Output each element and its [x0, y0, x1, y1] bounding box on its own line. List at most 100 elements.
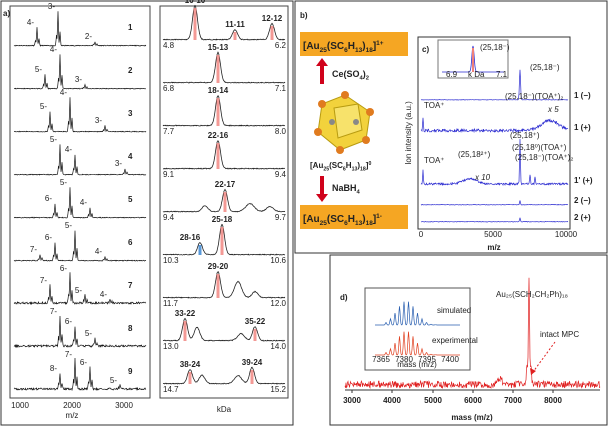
- formula: Ce(SO4)2: [332, 69, 370, 82]
- formula-part: 0: [368, 161, 371, 167]
- peak-label: 12-12: [262, 14, 283, 23]
- formula-part: 25: [323, 166, 329, 172]
- formula-part: H: [348, 214, 355, 225]
- formula-part: 18: [366, 220, 374, 227]
- peak-label: 5-: [50, 135, 57, 144]
- inset-label: simulated: [437, 306, 471, 315]
- peak-highlight: [216, 274, 220, 298]
- formula-part: NaBH: [332, 183, 357, 193]
- formula-part: 25: [320, 47, 328, 54]
- peak-label: 5-: [110, 376, 117, 385]
- peak-label: 3-: [48, 2, 55, 11]
- row-label: 9: [128, 367, 133, 376]
- peak-label: 10-10: [185, 0, 206, 5]
- peak-label: 29-20: [208, 262, 229, 271]
- spectrum: [13, 187, 147, 219]
- spectrum: [162, 317, 286, 342]
- inset-label: (25,18⁻): [480, 43, 510, 52]
- peak-highlight: [216, 55, 220, 83]
- x-tick-label: 1000: [11, 401, 29, 410]
- spectrum: [420, 217, 569, 223]
- formula-part: 25: [320, 220, 328, 227]
- peak-highlight: [472, 48, 474, 72]
- row-label: 7: [128, 281, 133, 290]
- inset-label: experimental: [432, 336, 478, 345]
- peak-label: 5-: [40, 102, 47, 111]
- range-max: 6.2: [275, 41, 287, 50]
- formula-part: 6: [344, 47, 348, 54]
- row-label: 1 (+): [574, 123, 591, 132]
- row-label: 1' (+): [574, 176, 593, 185]
- peak-highlight: [193, 8, 197, 40]
- panel-d-frame: [329, 254, 608, 426]
- annotation: (25,18⁻)(TOA⁺)₂: [505, 92, 564, 101]
- peak-label: 5-: [65, 221, 72, 230]
- panel-label: b): [300, 11, 308, 20]
- formula-part: [Au: [310, 161, 323, 170]
- formula-part: 4: [357, 190, 361, 196]
- formula: [Au25(SC6H13)18]1+: [303, 40, 384, 54]
- range-max: 10.6: [270, 256, 286, 265]
- spectrum: [162, 223, 286, 256]
- range-max: 12.0: [270, 299, 286, 308]
- row-label: 6: [128, 238, 133, 247]
- x-tick-label: 0: [419, 230, 424, 239]
- spectrum: [162, 4, 286, 41]
- range-min: 9.4: [163, 213, 175, 222]
- annotation: intact MPC: [540, 330, 579, 339]
- peak-label: 5-: [75, 286, 82, 295]
- range-min: 4.8: [163, 41, 175, 50]
- panel-label: d): [340, 293, 348, 302]
- formula-part: (SC: [327, 41, 344, 52]
- row-label: 5: [128, 195, 133, 204]
- formula-part: ]: [373, 41, 376, 52]
- peak-label: 22-17: [215, 180, 236, 189]
- row-label: 4: [128, 152, 133, 161]
- formula-box: [300, 205, 408, 229]
- x-tick-label: 3000: [115, 401, 133, 410]
- arrow-head: [530, 368, 536, 375]
- peak-label: 4-: [27, 18, 34, 27]
- row-label: 1 (−): [574, 91, 591, 100]
- x-axis-label: m/z: [66, 411, 79, 420]
- peak-label: 6-: [60, 264, 67, 273]
- formula-part: ): [357, 161, 360, 170]
- formula-part: H: [346, 161, 352, 170]
- peak-label: 4-: [50, 45, 57, 54]
- peak-label: 7-: [40, 276, 47, 285]
- spectrum: [162, 95, 286, 127]
- peak-highlight: [233, 32, 237, 40]
- peak-label: 6-: [45, 233, 52, 242]
- x-tick-label: 8000: [544, 396, 562, 405]
- formula-part: [Au: [303, 41, 320, 52]
- peak-label: 35-22: [245, 317, 266, 326]
- formula-part: 1+: [376, 40, 384, 47]
- x-tick-label: 2000: [63, 401, 81, 410]
- peak-label: 5-: [60, 178, 67, 187]
- x-tick-label: 3000: [343, 396, 361, 405]
- spectrum: [162, 366, 286, 385]
- peak-label: 4-: [65, 145, 72, 154]
- spectrum: [13, 230, 147, 262]
- x-tick-label: 10000: [555, 230, 578, 239]
- arrow-head: [316, 194, 328, 202]
- peak-label: 7-: [50, 307, 57, 316]
- range-min: 11.7: [163, 299, 179, 308]
- spectrum: [13, 11, 147, 47]
- row-label: 1: [128, 23, 133, 32]
- formula-part: (SC: [327, 214, 344, 225]
- peak-label: 18-14: [208, 86, 229, 95]
- formula-part: ): [362, 41, 365, 52]
- formula-part: ]: [366, 161, 369, 170]
- spectrum: [420, 200, 569, 206]
- spectrum: [13, 144, 147, 176]
- panel-a-left-frame: [9, 5, 151, 399]
- formula-box: [300, 32, 408, 56]
- spectrum: [420, 69, 569, 101]
- annotation: (25,18²⁺): [458, 150, 491, 159]
- peak-label: 6-: [45, 194, 52, 203]
- inset-tick: 6.9: [446, 70, 458, 79]
- peak-highlight: [250, 370, 254, 384]
- inset-label: k Da: [468, 70, 485, 79]
